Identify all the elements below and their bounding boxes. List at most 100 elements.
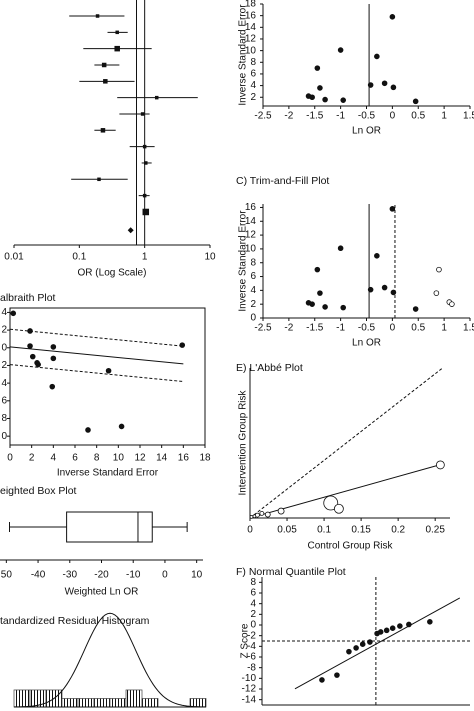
x-tick-label: -30 bbox=[63, 570, 78, 581]
data-point bbox=[367, 639, 373, 645]
confidence-band bbox=[9, 328, 184, 347]
y-tick-label: 4 bbox=[250, 285, 256, 296]
x-tick-label: -2.5 bbox=[254, 111, 272, 122]
y-tick-label: 2 bbox=[1, 360, 7, 371]
y-tick-label: 12 bbox=[245, 34, 257, 45]
data-point bbox=[367, 82, 374, 88]
data-point bbox=[337, 245, 344, 252]
y-axis-label: Z Score bbox=[240, 623, 251, 658]
panel-title: eighted Box Plot bbox=[0, 485, 77, 497]
data-point bbox=[374, 253, 380, 259]
panel-title: C) Trim-and-Fill Plot bbox=[236, 175, 329, 187]
study-estimate bbox=[114, 45, 120, 52]
x-tick-label: -40 bbox=[31, 570, 46, 581]
data-point bbox=[412, 306, 419, 312]
histogram-bar bbox=[93, 698, 111, 708]
y-tick-label: 8 bbox=[1, 413, 7, 424]
x-tick-label: 16 bbox=[178, 453, 190, 464]
y-tick-label: 4 bbox=[250, 80, 256, 91]
y-tick-label: -6 bbox=[247, 652, 256, 663]
data-point bbox=[317, 85, 323, 91]
x-tick-label: -20 bbox=[94, 570, 109, 581]
panel-title: albraith Plot bbox=[0, 292, 56, 304]
y-tick-label: 2 bbox=[250, 92, 256, 103]
y-tick-label: 8 bbox=[250, 257, 256, 268]
data-point bbox=[353, 645, 359, 651]
x-tick-label: 50 bbox=[1, 570, 13, 581]
x-tick-label: 18 bbox=[199, 453, 211, 464]
data-point bbox=[390, 84, 397, 91]
x-tick-label: -0.5 bbox=[358, 323, 376, 334]
data-point bbox=[49, 383, 56, 390]
y-axis-label: Inverse Standard Error bbox=[238, 4, 249, 106]
x-tick-label: -1 bbox=[336, 323, 345, 334]
x-tick-label: -2.5 bbox=[254, 323, 272, 334]
data-point bbox=[381, 284, 388, 291]
x-axis-label: Ln OR bbox=[352, 126, 381, 137]
x-axis-label: Inverse Standard Error bbox=[57, 468, 159, 479]
data-point bbox=[374, 53, 380, 60]
x-tick-label: -2 bbox=[284, 323, 293, 334]
histogram-bar bbox=[109, 698, 127, 708]
study-estimate bbox=[140, 112, 145, 116]
y-axis-label: Intervention Group Risk bbox=[238, 389, 249, 495]
y-tick-label: -14 bbox=[242, 694, 257, 705]
x-tick-label: 0.5 bbox=[411, 111, 425, 122]
study-estimate bbox=[142, 144, 147, 149]
data-point bbox=[383, 627, 390, 634]
y-tick-label: 2 bbox=[250, 609, 256, 620]
x-axis-label: Control Group Risk bbox=[307, 541, 393, 552]
data-point bbox=[389, 206, 396, 212]
x-tick-label: 0.2 bbox=[391, 525, 405, 536]
data-point bbox=[346, 648, 352, 655]
data-point bbox=[50, 344, 57, 350]
box bbox=[66, 511, 153, 543]
data-point bbox=[334, 672, 340, 678]
x-tick-label: 1.5 bbox=[463, 111, 474, 122]
data-point bbox=[118, 423, 125, 430]
x-tick-label: 0.01 bbox=[4, 252, 24, 263]
data-point bbox=[390, 289, 397, 296]
x-tick-label: 10 bbox=[204, 252, 216, 263]
data-point bbox=[10, 310, 17, 317]
data-point bbox=[29, 353, 36, 360]
x-tick-label: 12 bbox=[134, 453, 146, 464]
data-point bbox=[249, 514, 254, 519]
data-point bbox=[255, 512, 260, 518]
y-tick-label: 6 bbox=[1, 395, 7, 406]
data-point bbox=[381, 80, 388, 87]
histogram-bar bbox=[141, 698, 159, 708]
data-point bbox=[337, 47, 344, 53]
data-point bbox=[389, 625, 396, 631]
x-tick-label: 1 bbox=[142, 252, 148, 263]
data-point bbox=[406, 621, 412, 628]
x-tick-label: 0.05 bbox=[277, 525, 297, 536]
data-point bbox=[389, 14, 396, 20]
x-tick-label: 0 bbox=[390, 111, 396, 122]
data-point bbox=[259, 510, 265, 516]
panel-title: F) Normal Quantile Plot bbox=[236, 566, 346, 578]
y-tick-label: 2 bbox=[250, 299, 256, 310]
data-point bbox=[27, 343, 33, 349]
histogram-bar bbox=[29, 689, 47, 708]
x-tick-label: 1 bbox=[441, 323, 447, 334]
x-tick-label: -1.5 bbox=[306, 323, 324, 334]
y-tick-label: -8 bbox=[247, 662, 256, 673]
x-tick-label: 0 bbox=[247, 525, 253, 536]
data-point bbox=[277, 507, 285, 515]
x-tick-label: 0 bbox=[162, 570, 168, 581]
y-tick-label: 18 bbox=[245, 0, 257, 10]
imputed-point bbox=[449, 301, 455, 307]
data-point bbox=[359, 641, 366, 647]
x-tick-label: -1.5 bbox=[306, 111, 324, 122]
study-estimate bbox=[144, 161, 148, 165]
imputed-point bbox=[436, 266, 442, 273]
imputed-point bbox=[433, 290, 440, 296]
y-tick-label: 4 bbox=[1, 378, 7, 389]
histogram-bar bbox=[13, 689, 31, 708]
x-tick-label: 14 bbox=[156, 453, 168, 464]
x-tick-label: 1 bbox=[441, 111, 447, 122]
panel-title: tandardized Residual Histogram bbox=[0, 615, 150, 627]
data-point bbox=[309, 301, 315, 307]
x-axis-label: Ln OR bbox=[352, 338, 381, 349]
